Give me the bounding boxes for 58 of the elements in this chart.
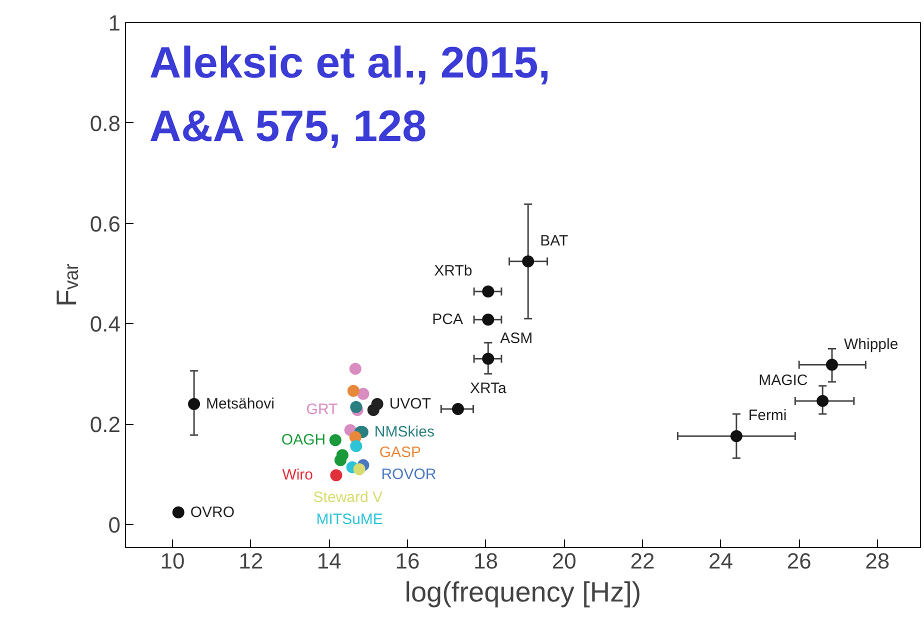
point (188, 398, 200, 410)
annotation: Whipple (844, 336, 898, 353)
annotation: XRTa (470, 380, 508, 397)
x-tick-label: 24 (708, 548, 734, 574)
x-tick-label: 26 (786, 548, 812, 574)
point (357, 388, 370, 400)
point (329, 434, 342, 446)
annotation: GASP (379, 444, 422, 462)
point (482, 286, 494, 298)
point (522, 255, 534, 268)
annotation: ROVOR (381, 466, 436, 484)
annotation: Wiro (282, 466, 314, 484)
annotation: Steward V (313, 489, 383, 506)
annotation: Metsähovi (206, 395, 274, 412)
point (730, 430, 742, 442)
y-tick-label: 0.8 (90, 110, 121, 136)
annotation: ASM (500, 330, 533, 347)
y-tick-label: 0 (108, 512, 121, 538)
annotation: OAGH (281, 432, 326, 449)
y-tick-label: 1 (108, 10, 121, 36)
point (367, 404, 380, 416)
point (816, 394, 829, 407)
x-tick-label: 12 (238, 548, 264, 574)
annotation: PCA (432, 311, 463, 328)
x-tick-label: 14 (316, 548, 342, 574)
y-tick-label: 0.6 (90, 211, 121, 236)
annotation: BAT (540, 232, 568, 250)
annotation: UVOT (389, 395, 431, 412)
annotation: Fermi (748, 407, 787, 424)
x-tick-label: 20 (552, 548, 576, 574)
point (330, 469, 342, 482)
y-tick-label: 0.4 (90, 312, 121, 337)
y-axis-title: Fᵥₐᵣ (50, 263, 82, 307)
point (482, 352, 494, 365)
annotation: OVRO (190, 504, 235, 521)
point (347, 384, 360, 397)
point (349, 362, 362, 375)
point (826, 358, 838, 371)
annotation: XRTb (434, 262, 472, 280)
x-tick-label: 28 (865, 548, 890, 574)
x-tick-label: 16 (395, 548, 420, 574)
annotation: NMSkies (374, 424, 434, 441)
annotation: GRT (306, 401, 338, 418)
x-axis-title: log(frequency [Hz]) (404, 576, 642, 608)
x-tick-label: 22 (630, 548, 655, 574)
point (172, 506, 184, 518)
x-tick-label: 18 (474, 548, 498, 574)
point (353, 463, 366, 476)
y-tick-label: 0.2 (90, 412, 121, 438)
point (452, 402, 464, 415)
point (334, 454, 346, 466)
point (350, 400, 362, 413)
point (350, 440, 362, 452)
annotation: MITSuME (316, 511, 383, 528)
annotation: Aleksic et al., 2015, A&A 575, 128 (149, 38, 551, 151)
annotation: MAGIC (758, 372, 808, 389)
point (482, 314, 494, 326)
x-tick-label: 10 (160, 548, 185, 574)
